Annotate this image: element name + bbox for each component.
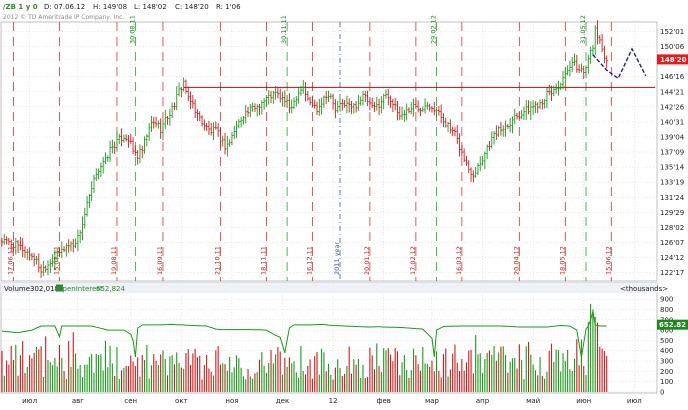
oi-value: 652,824 xyxy=(96,285,125,293)
volume-bars xyxy=(1,303,608,392)
time-axis-label: май xyxy=(526,397,540,405)
oi-legend-swatch xyxy=(56,284,63,292)
green-marker-label: 31.05.12 xyxy=(579,15,587,44)
price-tick-label: 126'07 xyxy=(660,239,684,247)
volume-title: Volume xyxy=(4,285,30,293)
volume-tick-label: 100 xyxy=(660,378,673,386)
price-tick-label: 142'26 xyxy=(660,103,685,111)
volume-tick-label: 900 xyxy=(660,296,673,304)
price-tick-label: 133'19 xyxy=(660,179,684,187)
red-marker-label: 20.01.12 xyxy=(363,246,371,275)
price-tick-label: 146'16 xyxy=(660,73,685,81)
price-tick-label: 124'12 xyxy=(660,254,684,262)
low-label: L: 148'02 xyxy=(134,3,167,11)
price-axis: 152'01 150'06 148'20 146'16 144'21 142'26 140'… xyxy=(657,28,688,277)
time-axis-label: авг xyxy=(72,397,84,405)
red-marker-label: 20.04.12 xyxy=(512,246,520,275)
time-axis-label: фев xyxy=(376,397,390,405)
open-interest-polyline xyxy=(1,311,607,358)
price-tick-label: 122'17 xyxy=(660,269,684,277)
time-axis-label: июн xyxy=(576,397,591,405)
price-tick-label: 131'24 xyxy=(660,194,685,202)
red-marker-label: 17.06.11 xyxy=(6,246,14,275)
volume-tick-label: 0 xyxy=(660,389,664,397)
year-divider-label: 2011 year xyxy=(333,242,341,275)
volume-header xyxy=(1,283,657,293)
price-tick-label: 129'29 xyxy=(660,209,684,217)
oi-value-tag xyxy=(657,319,688,330)
open-interest-line xyxy=(1,311,607,358)
price-tick-label: 144'21 xyxy=(660,88,684,96)
time-axis-label: дек xyxy=(276,397,289,405)
price-tick-label: 150'06 xyxy=(660,43,685,51)
marker-lines: 17.06.11 15.07.11 19.08.11 16.09.11 21.10.11… xyxy=(6,15,612,281)
oi-current-label: 652.82 xyxy=(659,321,686,329)
volume-tick-label: 600 xyxy=(660,327,673,335)
volume-units: <thousands> xyxy=(620,285,668,293)
oi-label: OpenInterest xyxy=(57,285,103,293)
time-axis: июл авг сен окт ноя дек 12 фев мар апр май июн июл xyxy=(22,397,642,405)
time-axis-label: ноя xyxy=(225,397,238,405)
volume-tick-label: 400 xyxy=(660,347,673,355)
time-axis-label: июл xyxy=(22,397,37,405)
high-label: H: 149'08 xyxy=(93,3,127,11)
red-marker-label: 21.10.11 xyxy=(213,246,221,275)
date-label: D: 07.06.12 xyxy=(44,3,85,11)
close-label: C: 148'20 xyxy=(175,3,209,11)
time-axis-label: 12 xyxy=(329,397,338,405)
time-axis-label: июл xyxy=(627,397,642,405)
time-axis-label: сен xyxy=(124,397,137,405)
forecast-line xyxy=(592,47,647,80)
time-axis-label: мар xyxy=(425,397,440,405)
time-axis-label: окт xyxy=(175,397,188,405)
price-tick-label: 140'31 xyxy=(660,118,684,126)
volume-tick-label: 800 xyxy=(660,306,673,314)
green-marker-label: 30.08.11 xyxy=(128,15,136,44)
price-tick-label: 128'02 xyxy=(660,224,684,232)
price-tick-label: 137'09 xyxy=(660,149,684,157)
green-marker-label: 30.11.11 xyxy=(280,15,288,44)
volume-tick-label: 200 xyxy=(660,368,673,376)
red-marker-label: 16.03.12 xyxy=(455,246,463,275)
price-tick-label: 135'14 xyxy=(660,164,685,172)
price-bars xyxy=(0,20,608,278)
range-label: R: 1'06 xyxy=(216,3,241,11)
price-tick-label: 139'04 xyxy=(660,133,685,141)
current-price-tag xyxy=(657,54,688,65)
red-marker-label: 19.08.11 xyxy=(110,246,118,275)
volume-value: 302,018 xyxy=(30,285,59,293)
red-marker-label: 18.11.11 xyxy=(259,246,267,275)
red-marker-label: 17.02.12 xyxy=(409,246,417,275)
volume-tick-label: 500 xyxy=(660,337,673,345)
price-panel[interactable] xyxy=(0,21,658,282)
volume-axis: 9008007006005004003002001000652.82 xyxy=(657,296,688,397)
current-price-label: 148'20 xyxy=(660,56,687,64)
price-tick-label: 152'01 xyxy=(660,28,684,36)
red-marker-label: 16.12.11 xyxy=(305,246,313,275)
volume-tick-label: 300 xyxy=(660,358,673,366)
time-axis-label: апр xyxy=(476,397,490,405)
symbol-label[interactable]: /ZB 1 y 0 xyxy=(3,3,38,11)
red-marker-label: 18.05.12 xyxy=(558,246,566,275)
price-grid xyxy=(2,22,655,281)
forecast-zigzag xyxy=(592,47,647,80)
copyright-label: 2012 © TD Ameritrade IP Company, Inc. xyxy=(3,14,124,21)
red-marker-label: 15.07.11 xyxy=(52,246,60,275)
red-marker-label: 15.06.12 xyxy=(604,246,612,275)
green-marker-label: 29.02.12 xyxy=(430,15,438,44)
header-bar xyxy=(0,0,688,22)
red-marker-label: 16.09.11 xyxy=(156,246,164,275)
